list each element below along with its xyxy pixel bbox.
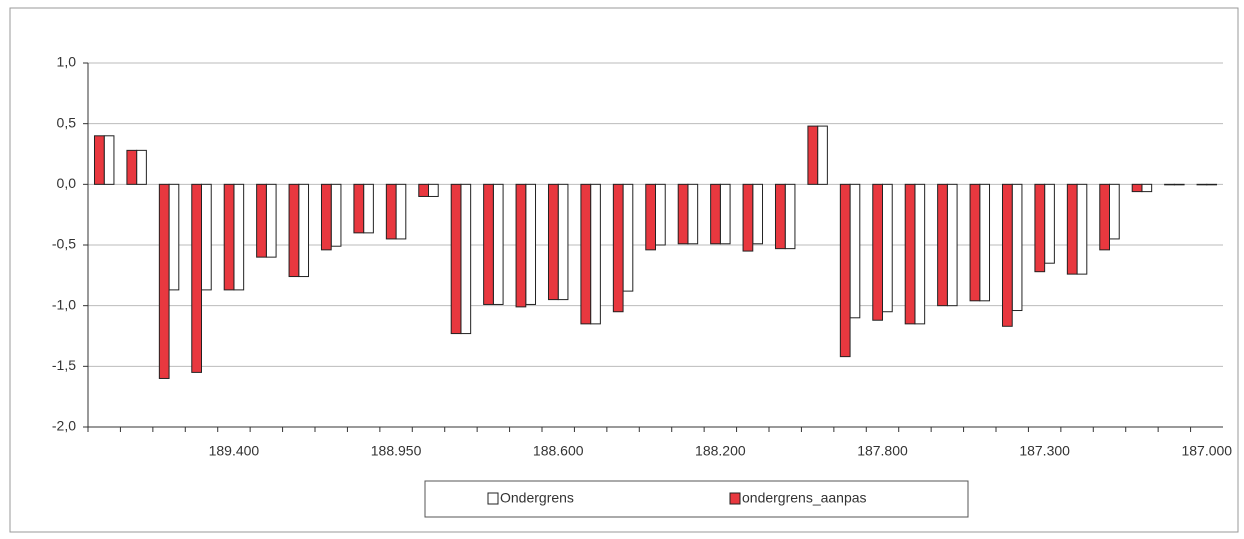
bar (1141, 183, 1153, 193)
bar (450, 183, 462, 335)
bar (256, 183, 267, 258)
bar (872, 183, 883, 321)
bar (428, 183, 439, 197)
legend-label: Ondergrens (500, 490, 574, 506)
bar (969, 183, 981, 302)
bar (298, 183, 310, 278)
x-tick-label: 189.400 (209, 443, 260, 459)
bar (839, 183, 851, 358)
bar (590, 183, 601, 325)
bar (483, 183, 494, 305)
bar (1066, 183, 1078, 275)
bar (849, 183, 861, 319)
bar (719, 183, 731, 245)
bar (525, 183, 537, 305)
bar (882, 183, 893, 313)
bar (1001, 183, 1013, 327)
bar (979, 183, 991, 302)
bar (201, 183, 212, 291)
y-tick-label: -1,5 (52, 357, 76, 373)
x-tick-label: 188.200 (695, 443, 746, 459)
y-tick-label: -2,0 (52, 418, 76, 434)
legend-swatch (729, 492, 741, 505)
bar (1196, 183, 1208, 186)
x-tick-label: 187.000 (1181, 443, 1232, 459)
bar (320, 183, 332, 251)
legend-label: ondergrens_aanpas (742, 490, 867, 506)
x-tick-label: 188.600 (533, 443, 584, 459)
bar (126, 149, 138, 185)
bar (946, 183, 958, 307)
bar (158, 183, 170, 379)
bar (937, 183, 948, 307)
bar (784, 183, 796, 250)
bar (1099, 183, 1111, 251)
bar (395, 183, 407, 240)
bar (807, 125, 819, 185)
bar (265, 183, 277, 258)
bar (385, 183, 397, 240)
y-tick-label: 0,0 (57, 175, 77, 191)
y-tick-label: -0,5 (52, 236, 76, 252)
bar (223, 183, 235, 291)
x-tick-label: 188.950 (371, 443, 422, 459)
bar (288, 183, 300, 278)
y-tick-label: -1,0 (52, 296, 76, 312)
bar (492, 183, 504, 305)
bar (1011, 183, 1023, 312)
bar (1173, 183, 1185, 186)
bar (710, 183, 721, 245)
bar (612, 183, 624, 313)
bar (363, 183, 374, 234)
legend-box (424, 480, 969, 518)
bar (677, 183, 689, 245)
legend-swatch (487, 492, 499, 505)
bar (655, 183, 666, 246)
bar (1109, 183, 1120, 240)
bar (752, 183, 764, 245)
x-tick-label: 187.800 (857, 443, 908, 459)
bar (136, 149, 147, 185)
bar (191, 183, 202, 373)
bar (904, 183, 916, 325)
bar (1034, 183, 1046, 273)
bar (93, 135, 105, 185)
bar (645, 183, 656, 251)
y-tick-label: 1,0 (57, 54, 77, 70)
bar (580, 183, 592, 325)
bar (557, 183, 569, 301)
bar (1076, 183, 1088, 275)
bar (460, 183, 472, 335)
bar (817, 125, 828, 185)
bar (742, 183, 754, 252)
bar (330, 183, 342, 247)
bar (1206, 183, 1218, 186)
bar (1164, 183, 1175, 186)
bar (353, 183, 365, 234)
y-tick-label: 0,5 (57, 114, 77, 130)
bar (687, 183, 699, 245)
bar (622, 183, 634, 292)
bar (1131, 183, 1143, 193)
bar (914, 183, 926, 325)
x-tick-label: 187.300 (1019, 443, 1070, 459)
bar (1044, 183, 1055, 264)
bar (547, 183, 559, 301)
bar (515, 183, 527, 308)
bar (774, 183, 786, 250)
bar (168, 183, 180, 291)
bar (418, 183, 429, 197)
bar (103, 135, 115, 185)
bar (233, 183, 245, 291)
